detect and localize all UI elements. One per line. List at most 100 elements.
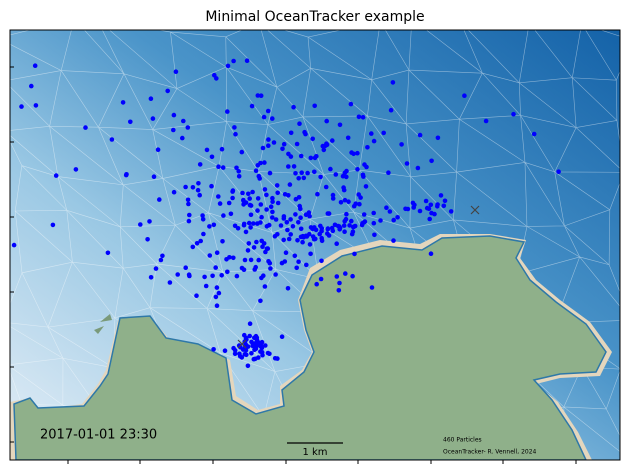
- particle: [286, 164, 291, 169]
- particle: [264, 192, 269, 198]
- particle: [202, 274, 207, 280]
- particle: [369, 131, 374, 136]
- particle: [403, 206, 408, 212]
- particle: [288, 217, 293, 222]
- particle: [328, 166, 333, 172]
- particle: [105, 250, 111, 256]
- particle: [323, 143, 328, 149]
- particle: [187, 212, 192, 218]
- particle: [158, 257, 164, 263]
- particle: [214, 76, 219, 81]
- particle: [292, 253, 298, 259]
- particle: [211, 222, 217, 228]
- particle: [391, 238, 396, 243]
- particle: [287, 182, 293, 187]
- release-point: [237, 339, 247, 349]
- particle: [381, 130, 387, 136]
- particle: [228, 211, 234, 217]
- particle: [32, 63, 38, 68]
- particle: [262, 284, 268, 289]
- particle: [297, 121, 302, 126]
- particle: [318, 276, 324, 282]
- particle: [259, 238, 265, 244]
- particle: [186, 201, 191, 207]
- particle: [266, 137, 271, 142]
- particle: [356, 114, 362, 120]
- particle: [249, 339, 254, 345]
- particle: [300, 233, 306, 239]
- particle: [242, 257, 248, 263]
- particle: [258, 298, 263, 304]
- particle: [155, 147, 161, 152]
- particle: [304, 262, 309, 268]
- particle: [286, 236, 292, 242]
- particle: [298, 153, 304, 159]
- particle: [230, 195, 235, 201]
- particle: [175, 272, 180, 277]
- particle: [391, 217, 397, 223]
- particle: [207, 224, 212, 229]
- particle: [171, 112, 177, 118]
- particle: [203, 283, 209, 289]
- particle: [346, 199, 351, 204]
- particle: [531, 131, 537, 137]
- scale-bar-label: 1 km: [302, 447, 327, 458]
- particle: [271, 140, 277, 145]
- particle: [307, 213, 312, 219]
- particle: [255, 208, 260, 213]
- particle: [341, 223, 347, 228]
- particle: [226, 200, 232, 206]
- particle: [323, 184, 329, 190]
- particle: [243, 336, 249, 342]
- particle: [214, 285, 220, 290]
- particle: [365, 145, 370, 150]
- particle: [196, 181, 201, 186]
- particle: [50, 222, 56, 228]
- particle: [399, 142, 404, 147]
- particle: [312, 225, 317, 230]
- particle: [233, 131, 238, 137]
- particle: [253, 346, 259, 352]
- particle: [355, 150, 360, 156]
- particle: [390, 80, 396, 85]
- particle: [441, 203, 447, 209]
- particle: [417, 208, 423, 214]
- particle: [429, 158, 434, 164]
- particle: [334, 241, 340, 246]
- particle: [190, 244, 196, 250]
- particle: [378, 218, 383, 223]
- particle: [185, 125, 191, 130]
- particle: [294, 265, 300, 271]
- particle: [180, 135, 185, 141]
- particle: [371, 210, 377, 216]
- particle: [299, 170, 305, 175]
- particle: [281, 216, 287, 221]
- particle: [249, 351, 254, 356]
- particle: [310, 234, 316, 239]
- particle: [244, 352, 249, 358]
- particle: [236, 174, 242, 179]
- plot-frame: [9, 29, 621, 461]
- particle: [282, 192, 288, 197]
- particle: [247, 333, 252, 339]
- particle: [326, 211, 332, 216]
- particle: [259, 275, 264, 281]
- particle: [371, 220, 377, 226]
- particle: [305, 170, 310, 176]
- particle: [201, 231, 206, 237]
- particle: [462, 93, 467, 98]
- particle: [286, 151, 291, 157]
- particle: [312, 155, 318, 161]
- particle: [268, 204, 274, 209]
- particle: [219, 146, 225, 152]
- particle: [404, 161, 410, 166]
- particle: [307, 242, 313, 247]
- particle: [281, 141, 287, 147]
- particle: [410, 200, 416, 206]
- particle: [19, 104, 24, 109]
- particle: [198, 238, 203, 244]
- particle: [353, 201, 359, 206]
- particle: [232, 125, 237, 130]
- islet: [94, 326, 104, 334]
- particle: [352, 251, 357, 257]
